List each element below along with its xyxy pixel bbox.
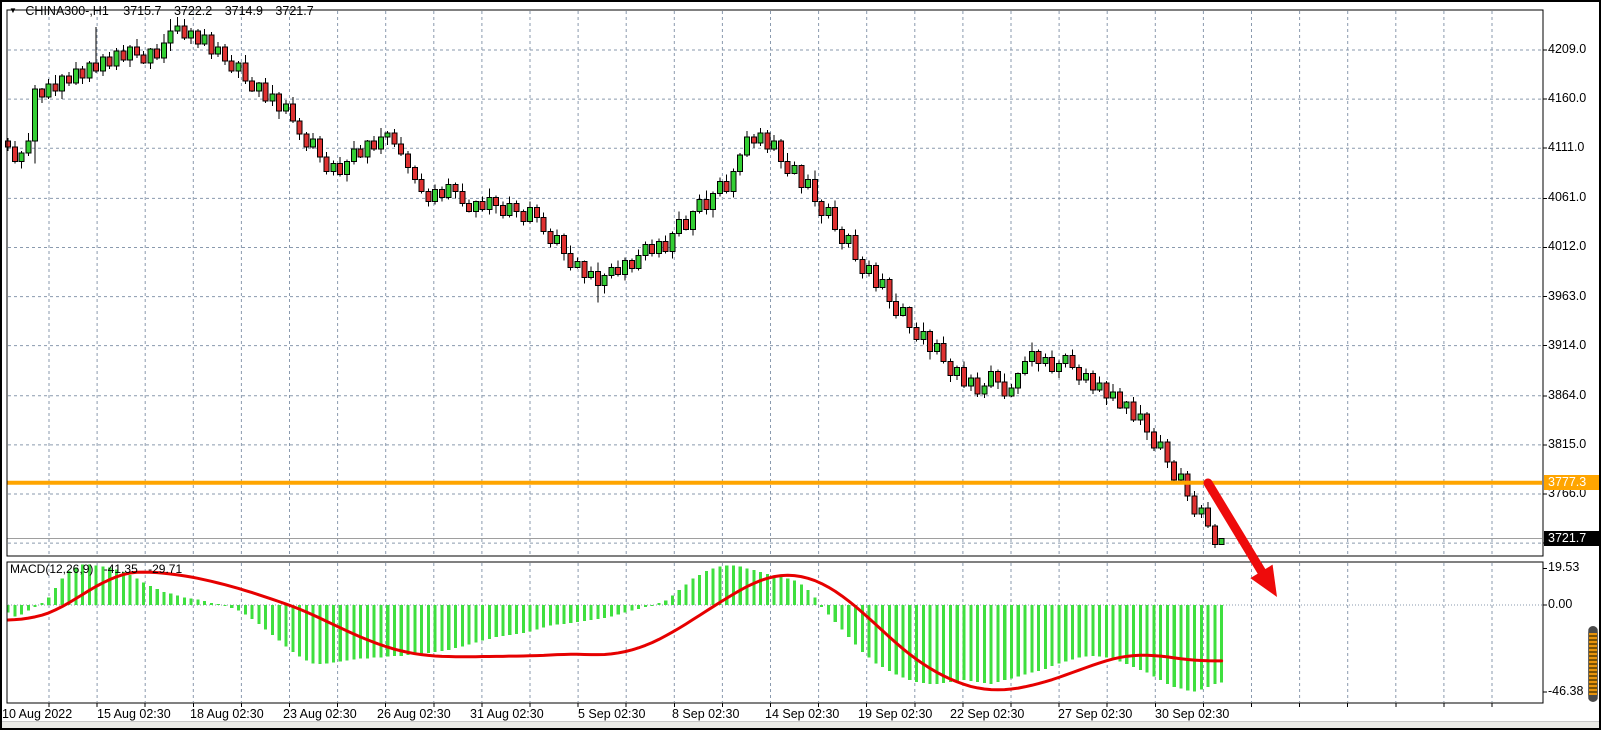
main-chart-area[interactable] bbox=[7, 10, 1543, 556]
ohlc-low: 3714.9 bbox=[224, 4, 263, 18]
trend-arrow-shaft bbox=[1203, 478, 1266, 576]
time-tick-label: 30 Sep 02:30 bbox=[1155, 707, 1230, 721]
macd-name: MACD(12,26,9) bbox=[10, 562, 94, 576]
price-tick-label: 4209.0 bbox=[1548, 42, 1587, 56]
macd-panel-border bbox=[6, 561, 1544, 704]
orange-level-price-badge: 3777.3 bbox=[1544, 475, 1601, 490]
price-tick-label: 3815.0 bbox=[1548, 436, 1587, 451]
price-tick-label: 4111.0 bbox=[1548, 140, 1585, 155]
macd-main-value: -41.35 bbox=[103, 562, 138, 576]
time-tick-label: 8 Sep 02:30 bbox=[672, 707, 740, 721]
chart-title: ▼ CHINA300-,H1 3715.7 3722.2 3714.9 3721… bbox=[9, 4, 323, 18]
symbol-dropdown-icon[interactable]: ▼ bbox=[9, 6, 17, 15]
time-tick-label: 22 Sep 02:30 bbox=[950, 707, 1025, 721]
price-tick-label: 3864.0 bbox=[1548, 387, 1587, 402]
price-tick-label: 4012.0 bbox=[1548, 239, 1587, 254]
time-tick-label: 14 Sep 02:30 bbox=[765, 707, 840, 721]
ohlc-close: 3721.7 bbox=[275, 4, 314, 18]
main-panel-border bbox=[6, 9, 1544, 557]
macd-histogram-layer bbox=[6, 564, 1224, 692]
time-tick-label: 23 Aug 02:30 bbox=[283, 707, 357, 721]
scrollbar-thumb[interactable] bbox=[1588, 626, 1598, 702]
chart-symbol-timeframe: CHINA300-,H1 bbox=[25, 4, 109, 18]
time-tick-label: 19 Sep 02:30 bbox=[858, 707, 933, 721]
macd-signal-value: -29.71 bbox=[148, 562, 183, 576]
bottom-status-strip bbox=[2, 721, 1599, 728]
time-tick-label: 15 Aug 02:30 bbox=[97, 707, 171, 721]
macd-axis-label: 0.00 bbox=[1548, 597, 1573, 611]
macd-axis-label: -46.38 bbox=[1548, 684, 1584, 699]
time-tick-label: 18 Aug 02:30 bbox=[190, 707, 264, 721]
time-tick-label: 10 Aug 2022 bbox=[2, 707, 73, 721]
time-tick-label: 27 Sep 02:30 bbox=[1058, 707, 1133, 721]
price-tick-label: 3914.0 bbox=[1548, 337, 1587, 352]
macd-panel-area[interactable] bbox=[7, 562, 1543, 703]
price-tick-label: 4160.0 bbox=[1548, 91, 1587, 106]
candles-layer bbox=[5, 16, 1542, 549]
price-tick-label: 4061.0 bbox=[1548, 190, 1587, 205]
time-tick-label: 31 Aug 02:30 bbox=[470, 707, 544, 721]
overlay-layer bbox=[6, 9, 1544, 704]
macd-axis-label: 19.53 bbox=[1548, 560, 1580, 575]
bid-price-badge: 3721.7 bbox=[1544, 531, 1601, 546]
price-tick-label: 3963.0 bbox=[1548, 288, 1587, 303]
trend-arrow-head bbox=[1250, 564, 1277, 597]
signal-line bbox=[6, 570, 1224, 692]
time-tick-label: 26 Aug 02:30 bbox=[377, 707, 451, 721]
ohlc-open: 3715.7 bbox=[123, 4, 162, 18]
ohlc-high: 3722.2 bbox=[173, 4, 213, 18]
time-tick-label: 5 Sep 02:30 bbox=[578, 707, 646, 721]
macd-indicator-label: MACD(12,26,9) -41.35 -29.71 bbox=[10, 562, 189, 576]
